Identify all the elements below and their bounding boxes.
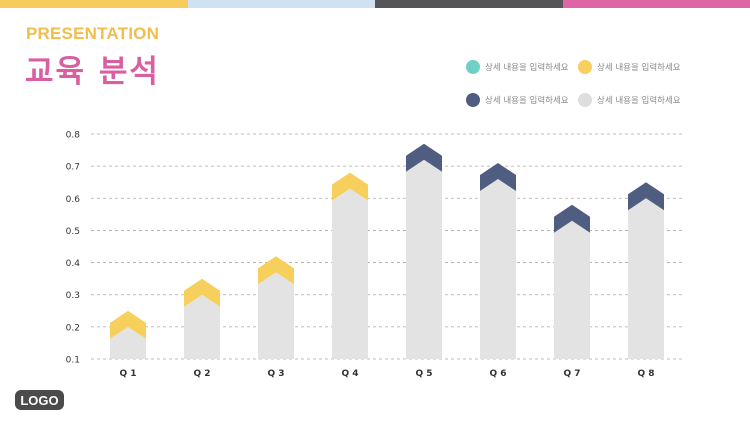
page-title: 교육 분석 [25, 54, 160, 90]
bar-arrow-cap [480, 163, 516, 191]
top-bar-segment-yellow [0, 0, 188, 8]
top-color-bar [0, 0, 750, 8]
bar-arrow-cap [628, 182, 664, 211]
x-tick-label: Q 5 [415, 369, 432, 379]
bar [554, 220, 590, 359]
bar-arrow-cap [332, 172, 368, 201]
x-tick-label: Q 4 [341, 369, 358, 379]
legend-dot-yellow [578, 60, 592, 74]
y-tick-label: 0.6 [66, 195, 81, 205]
x-tick-label: Q 2 [193, 369, 210, 379]
legend-item-gray: 상세 내용을 입력하세요 [578, 93, 681, 107]
y-tick-label: 0.4 [66, 259, 81, 269]
bar [332, 188, 368, 359]
bar-arrow-cap [110, 310, 146, 339]
bar [406, 159, 442, 359]
top-bar-segment-dark [375, 0, 563, 8]
x-tick-label: Q 3 [267, 369, 284, 379]
y-tick-label: 0.2 [66, 323, 80, 333]
bar [110, 326, 146, 359]
legend-label: 상세 내용을 입력하세요 [597, 96, 681, 106]
y-tick-label: 0.7 [66, 163, 80, 173]
x-tick-label: Q 1 [119, 369, 136, 379]
legend-dot-teal [466, 60, 480, 74]
bar [480, 179, 516, 359]
legend-dot-navy [466, 93, 480, 107]
legend-item-yellow: 상세 내용을 입력하세요 [578, 60, 681, 74]
bar [258, 272, 294, 359]
y-tick-label: 0.3 [66, 291, 80, 301]
logo: LOGO [15, 390, 64, 410]
legend-item-navy: 상세 내용을 입력하세요 [466, 93, 569, 107]
y-tick-label: 0.1 [66, 356, 80, 366]
bar-arrow-cap [406, 143, 442, 172]
legend-item-teal: 상세 내용을 입력하세요 [466, 60, 569, 74]
top-bar-segment-blue [187, 0, 375, 8]
legend-label: 상세 내용을 입력하세요 [485, 96, 569, 106]
page-subtitle: PRESENTATION [26, 24, 160, 43]
legend-label: 상세 내용을 입력하세요 [485, 63, 569, 73]
x-tick-label: Q 8 [637, 369, 654, 379]
x-tick-label: Q 7 [563, 369, 580, 379]
bar [628, 198, 664, 359]
top-bar-segment-pink [562, 0, 750, 8]
bar-arrow-cap [554, 204, 590, 233]
bar-arrow-cap [184, 278, 220, 307]
bar-arrow-cap [258, 256, 294, 285]
y-tick-label: 0.8 [66, 131, 81, 141]
legend-label: 상세 내용을 입력하세요 [597, 63, 681, 73]
y-tick-label: 0.5 [66, 227, 80, 237]
legend-dot-gray [578, 93, 592, 107]
x-tick-label: Q 6 [489, 369, 506, 379]
bar [184, 294, 220, 359]
